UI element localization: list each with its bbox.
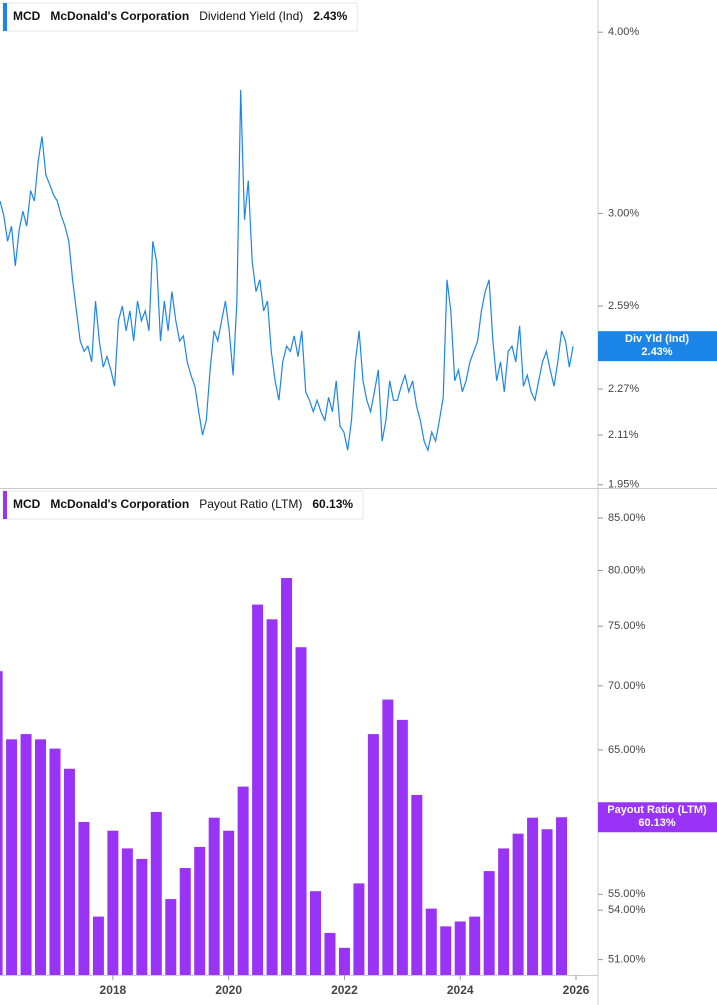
current-value: 60.13% bbox=[312, 497, 353, 511]
bar bbox=[0, 671, 3, 975]
x-tick-label: 2024 bbox=[447, 983, 474, 997]
bar bbox=[324, 932, 336, 975]
bar bbox=[35, 739, 47, 975]
bar bbox=[396, 719, 408, 975]
series-name: Dividend Yield (Ind) bbox=[199, 9, 303, 23]
legend-swatch bbox=[3, 3, 7, 31]
x-tick-label: 2020 bbox=[215, 983, 242, 997]
bar bbox=[440, 926, 452, 975]
bar bbox=[107, 830, 119, 975]
bar bbox=[6, 739, 18, 975]
series-name: Payout Ratio (LTM) bbox=[199, 497, 302, 511]
bar bbox=[150, 811, 162, 975]
bar bbox=[309, 891, 321, 975]
bar bbox=[165, 899, 177, 975]
x-tick-label: 2026 bbox=[563, 983, 590, 997]
bar bbox=[208, 817, 220, 975]
legend-box bbox=[2, 2, 358, 32]
bar bbox=[454, 921, 466, 975]
bar bbox=[136, 858, 148, 975]
data-line bbox=[0, 89, 574, 453]
company-name: McDonald's Corporation bbox=[50, 9, 189, 23]
bar bbox=[266, 619, 278, 975]
legend-swatch bbox=[3, 491, 7, 519]
bar bbox=[20, 734, 32, 975]
bar bbox=[425, 908, 437, 975]
ticker: MCD bbox=[13, 9, 41, 23]
ticker: MCD bbox=[13, 497, 41, 511]
value-badge bbox=[598, 802, 717, 833]
bar bbox=[382, 699, 394, 975]
legend-header: MCD McDonald's Corporation Dividend Yield … bbox=[2, 2, 358, 32]
company-name: McDonald's Corporation bbox=[50, 497, 189, 511]
y-tick-label: 55.00% bbox=[608, 888, 646, 900]
bar bbox=[63, 768, 75, 975]
plot-area bbox=[0, 89, 574, 453]
bar bbox=[49, 748, 61, 975]
bar bbox=[92, 916, 104, 975]
x-tick-label: 2022 bbox=[331, 983, 358, 997]
bar bbox=[252, 604, 264, 975]
x-tick-label: 2018 bbox=[100, 983, 127, 997]
bar bbox=[121, 848, 133, 975]
y-tick-label: 2.11% bbox=[608, 429, 639, 441]
bar bbox=[295, 647, 307, 975]
bar bbox=[78, 822, 90, 975]
bar bbox=[483, 871, 495, 975]
bar bbox=[556, 817, 568, 975]
badge-series-name: Div Yld (Ind) bbox=[625, 333, 689, 345]
y-tick-label: 70.00% bbox=[608, 680, 646, 692]
bar bbox=[223, 830, 235, 975]
bar bbox=[541, 829, 553, 975]
badge-series-name: Payout Ratio (LTM) bbox=[607, 804, 707, 816]
bar bbox=[194, 846, 206, 975]
badge-value: 60.13% bbox=[638, 817, 676, 829]
y-tick-label: 3.00% bbox=[608, 207, 639, 219]
bar bbox=[498, 848, 510, 975]
current-value: 2.43% bbox=[313, 9, 347, 23]
y-tick-label: 80.00% bbox=[608, 564, 646, 576]
bar bbox=[338, 947, 350, 975]
y-tick-label: 2.59% bbox=[608, 300, 639, 312]
y-tick-label: 4.00% bbox=[608, 26, 639, 38]
badge-value: 2.43% bbox=[641, 346, 672, 358]
y-tick-label: 65.00% bbox=[608, 744, 646, 756]
legend-box bbox=[2, 490, 364, 520]
y-tick-label: 2.27% bbox=[608, 383, 639, 395]
bar bbox=[527, 817, 539, 975]
y-tick-label: 1.95% bbox=[608, 479, 639, 491]
y-tick-label: 54.00% bbox=[608, 904, 646, 916]
bar bbox=[411, 794, 423, 975]
y-tick-label: 75.00% bbox=[608, 620, 646, 632]
bar bbox=[237, 786, 249, 975]
legend-header: MCD McDonald's Corporation Payout Ratio (L… bbox=[2, 490, 364, 520]
bar bbox=[353, 883, 365, 975]
bar bbox=[469, 916, 481, 975]
y-tick-label: 85.00% bbox=[608, 512, 646, 524]
bar bbox=[281, 578, 293, 975]
bar bbox=[179, 868, 191, 975]
plot-area bbox=[0, 578, 568, 975]
bar bbox=[367, 734, 379, 975]
y-tick-label: 51.00% bbox=[608, 954, 646, 966]
value-badge bbox=[598, 331, 717, 362]
bar bbox=[512, 833, 524, 975]
